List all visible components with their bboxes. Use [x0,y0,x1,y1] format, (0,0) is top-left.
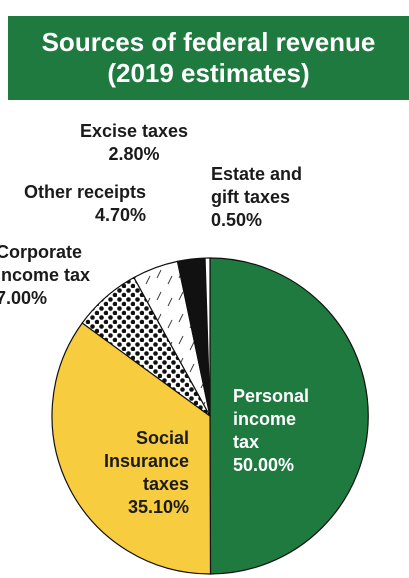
chart-title-line-2: (2019 estimates) [107,58,310,88]
slice-label-corporate-income-tax-value: 7.00% [0,288,47,308]
slice-label-estate-and-gift-taxes-line-1: Estate and [211,164,302,184]
slice-label-estate-and-gift-taxes-value: 0.50% [211,210,262,230]
slice-label-personal-income-tax-line-2: income [233,409,296,429]
slice-label-social-insurance-taxes-line-3: taxes [143,474,189,494]
slice-label-personal-income-tax-value: 50.00% [233,455,294,475]
pie-slice-estate-and-gift-taxes [204,257,211,417]
chart-title-box: Sources of federal revenue (2019 estimat… [8,16,409,100]
slice-label-excise-taxes-line-1: Excise taxes [80,121,188,141]
pie-slice-personal-income-tax [209,257,369,575]
slice-label-estate-and-gift-taxes-line-2: gift taxes [211,187,290,207]
slice-label-corporate-income-tax-line-2: income tax [0,265,90,285]
slice-label-other-receipts-value: 4.70% [95,205,146,225]
slice-label-social-insurance-taxes-line-2: Insurance [104,451,189,471]
slice-label-social-insurance-taxes-value: 35.10% [128,497,189,517]
slice-label-personal-income-tax-line-3: tax [233,432,259,452]
slice-label-corporate-income-tax-line-1: Corporate [0,242,82,262]
slice-label-personal-income-tax-line-1: Personal [233,386,309,406]
chart-title-line-1: Sources of federal revenue [41,27,376,57]
slice-label-other-receipts-line-1: Other receipts [24,182,146,202]
slice-label-social-insurance-taxes-line-1: Social [136,428,189,448]
slice-label-excise-taxes-value: 2.80% [108,144,159,164]
pie-slice-social-insurance-taxes [51,322,212,575]
